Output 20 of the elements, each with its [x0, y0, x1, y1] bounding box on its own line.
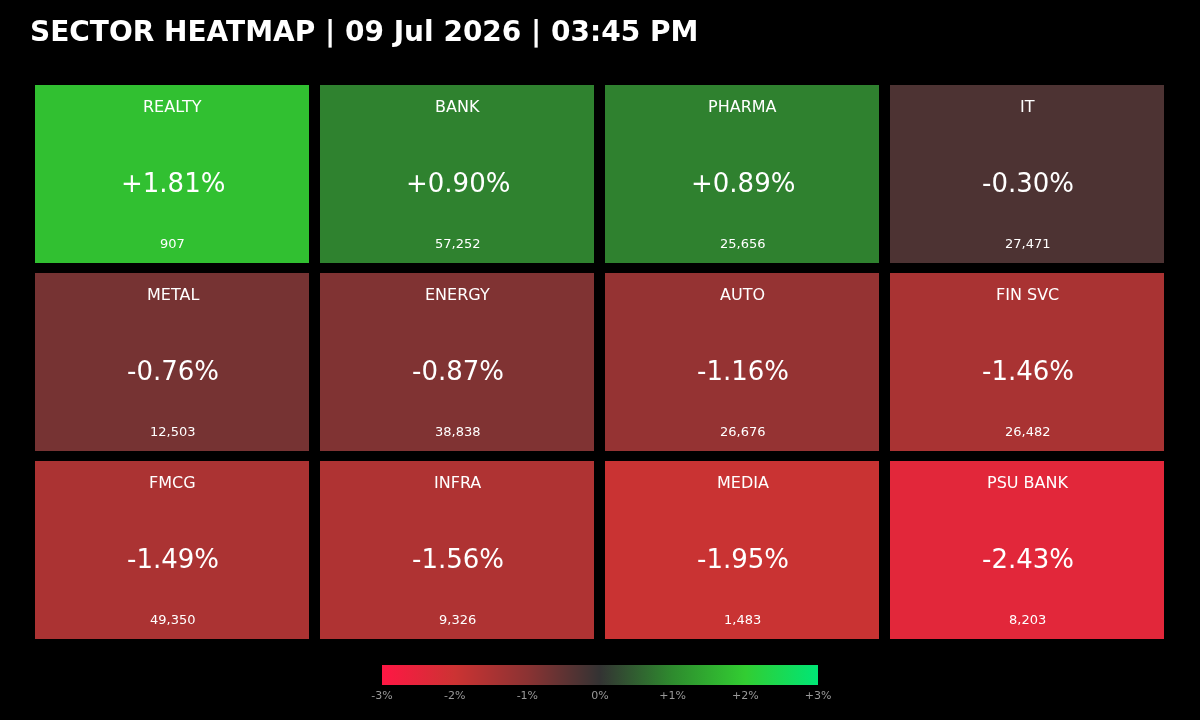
text: BANK +0.90% 57,252 — [406, 97, 511, 251]
text: REALTY +1.81% 907 — [121, 97, 226, 251]
color-bar-label: +3% — [804, 688, 832, 702]
chart-title: SECTOR HEATMAP | 09 Jul 2026 | 03:45 PM — [30, 15, 699, 49]
text: IT -0.30% 27,471 — [982, 97, 1074, 251]
text: INFRA -1.56% 9,326 — [412, 473, 504, 627]
text: METAL -0.76% 12,503 — [127, 285, 219, 439]
color-bar-label: 0% — [591, 688, 609, 702]
color-bar-label: +1% — [659, 688, 687, 702]
text: ENERGY -0.87% 38,838 — [412, 285, 504, 439]
text: FIN SVC -1.46% 26,482 — [982, 285, 1074, 439]
color-bar-label: -3% — [371, 688, 393, 702]
color-bar-label: +2% — [731, 688, 759, 702]
text: FMCG -1.49% 49,350 — [127, 473, 219, 627]
color-bar-label: -1% — [516, 688, 539, 702]
text: PSU BANK -2.43% 8,203 — [982, 473, 1074, 627]
text: PHARMA +0.89% 25,656 — [691, 97, 796, 251]
text: MEDIA -1.95% 1,483 — [697, 473, 789, 627]
color-bar-label: -2% — [443, 688, 466, 702]
text: AUTO -1.16% 26,676 — [697, 285, 789, 439]
